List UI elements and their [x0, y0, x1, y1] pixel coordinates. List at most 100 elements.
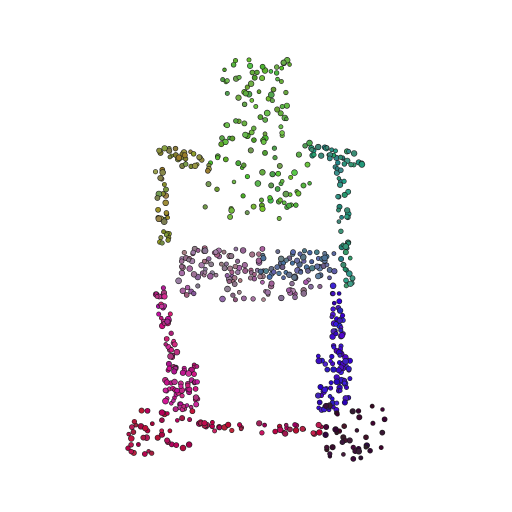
point: [229, 269, 235, 275]
point: [259, 205, 266, 212]
point: [232, 297, 238, 303]
point: [259, 75, 266, 82]
point: [224, 273, 230, 279]
point: [331, 344, 337, 350]
point: [314, 263, 321, 270]
point: [237, 422, 243, 428]
point: [300, 182, 307, 189]
point: [246, 57, 252, 63]
point: [268, 69, 274, 74]
point: [154, 294, 160, 299]
point: [329, 147, 335, 153]
point: [341, 191, 348, 198]
point: [331, 251, 337, 256]
point: [202, 204, 208, 210]
point: [171, 368, 178, 375]
point: [269, 171, 276, 178]
point: [309, 147, 315, 153]
point: [244, 210, 250, 216]
point: [268, 91, 275, 99]
point: [221, 265, 228, 272]
point: [278, 294, 285, 302]
point: [327, 275, 332, 281]
point: [354, 428, 360, 433]
point: [275, 76, 280, 82]
point: [224, 285, 231, 293]
point: [348, 161, 354, 168]
point: [336, 219, 342, 224]
point: [304, 161, 311, 168]
point: [236, 289, 242, 295]
point: [342, 266, 348, 272]
point: [303, 279, 309, 285]
point: [250, 203, 257, 210]
point: [334, 400, 340, 406]
point: [315, 273, 322, 280]
point: [166, 365, 173, 372]
point: [336, 207, 341, 213]
point: [156, 311, 162, 317]
point: [335, 411, 340, 417]
point: [183, 161, 189, 167]
point: [350, 150, 358, 157]
point: [310, 430, 316, 436]
point: [338, 332, 346, 339]
point: [283, 257, 289, 263]
point: [327, 451, 333, 457]
point: [279, 65, 285, 71]
point: [190, 271, 198, 278]
point: [358, 161, 366, 168]
point: [289, 280, 295, 287]
point: [152, 169, 159, 175]
point: [329, 444, 336, 451]
point: [247, 147, 254, 154]
point: [335, 194, 341, 200]
point: [276, 270, 282, 276]
point: [229, 135, 236, 142]
point: [162, 387, 169, 394]
point: [161, 145, 168, 152]
point: [316, 399, 323, 406]
point: [159, 169, 166, 176]
point: [179, 263, 185, 270]
point: [268, 182, 275, 189]
point: [207, 273, 214, 280]
point: [224, 78, 230, 84]
point: [379, 429, 386, 436]
point: [341, 178, 347, 184]
point: [193, 401, 200, 408]
point: [138, 407, 145, 414]
point: [271, 145, 277, 151]
point: [336, 176, 342, 181]
point: [346, 149, 352, 154]
point: [259, 197, 264, 203]
point: [342, 249, 349, 256]
point: [179, 393, 185, 399]
point: [257, 114, 264, 120]
point: [286, 202, 292, 209]
point: [181, 404, 187, 409]
point: [179, 444, 187, 452]
point: [341, 399, 348, 406]
point: [249, 98, 255, 103]
point: [284, 116, 289, 122]
point: [275, 170, 282, 177]
point: [175, 154, 183, 161]
point: [335, 367, 342, 374]
point: [195, 283, 201, 289]
point: [237, 278, 243, 283]
point: [260, 280, 265, 285]
point: [185, 370, 192, 377]
point: [321, 254, 328, 262]
point: [172, 406, 179, 413]
point: [289, 260, 295, 266]
point: [236, 74, 242, 80]
point: [259, 169, 266, 176]
point: [347, 376, 353, 382]
point: [342, 243, 350, 250]
point: [203, 266, 208, 272]
point: [333, 331, 339, 337]
point: [190, 249, 196, 256]
point: [222, 156, 229, 163]
point: [160, 285, 166, 291]
